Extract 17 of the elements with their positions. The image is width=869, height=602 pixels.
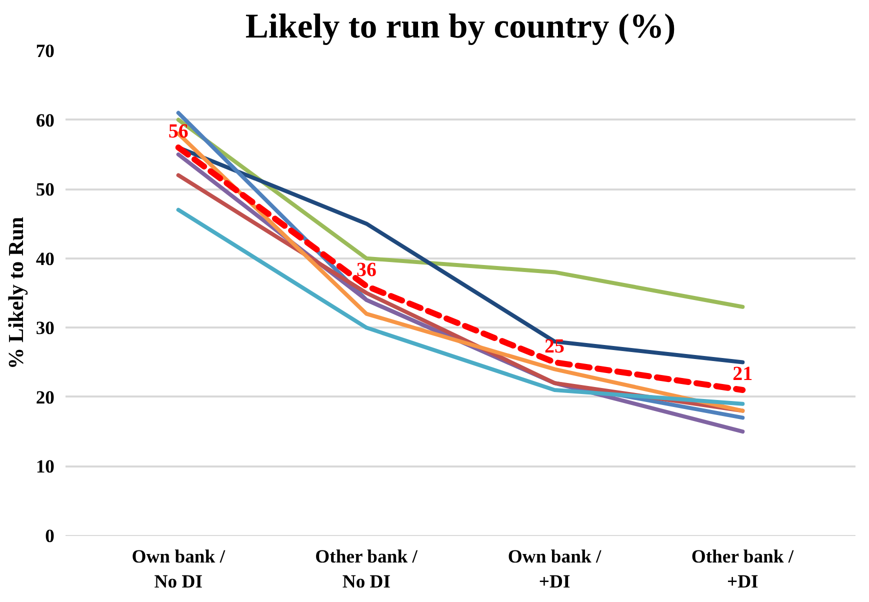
y-axis-title: % Likely to Run — [4, 216, 28, 370]
y-tick-label: 60 — [36, 110, 54, 132]
x-tick-label: Own bank / +DI — [508, 546, 602, 593]
y-tick-label: 10 — [36, 456, 54, 478]
data-label: 56 — [168, 120, 188, 142]
x-tick-label: Own bank / No DI — [132, 546, 226, 593]
x-tick-label: Other bank / No DI — [315, 546, 418, 593]
y-tick-label: 0 — [45, 526, 54, 547]
data-label: 21 — [732, 363, 753, 385]
x-tick-label: Other bank / +DI — [691, 546, 794, 593]
data-label: 36 — [356, 259, 376, 282]
y-tick-label: 20 — [36, 387, 54, 408]
y-tick-label: 70 — [36, 41, 54, 62]
y-tick-label: 30 — [36, 318, 54, 340]
y-tick-label: 40 — [36, 248, 54, 270]
chart-title: Likely to run by country (%) — [245, 8, 676, 46]
y-tick-label: 50 — [36, 180, 54, 201]
